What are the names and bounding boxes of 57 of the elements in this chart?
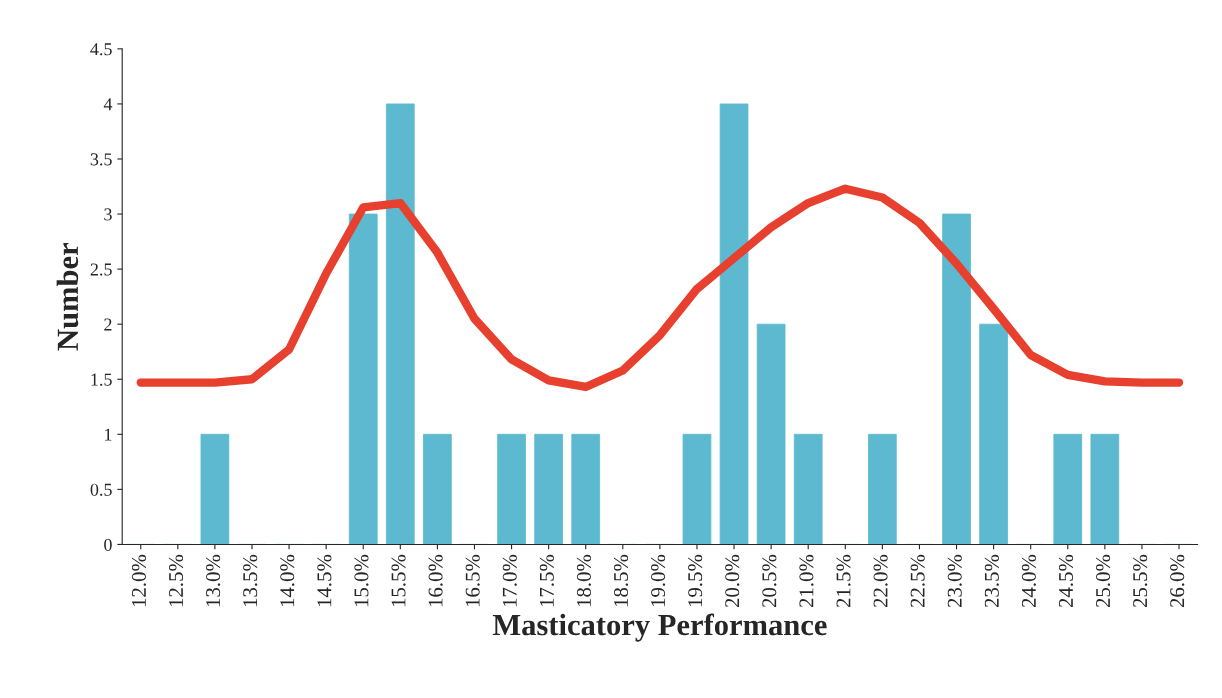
y-tick-label: 0.5	[90, 483, 112, 496]
y-tick-label: 1.5	[91, 373, 112, 386]
bar	[534, 433, 563, 545]
bar	[719, 103, 749, 545]
bar	[979, 323, 1008, 545]
x-tick-label: 26.0%	[1170, 554, 1185, 608]
x-tick-label: 14.5%	[317, 554, 332, 607]
x-tick-label: 24.5%	[1058, 554, 1074, 608]
y-tick-label: 4	[103, 98, 113, 111]
bar	[348, 213, 378, 545]
y-tick-label: 3.5	[90, 153, 112, 166]
x-tick-label: 24.0%	[1021, 554, 1036, 608]
x-tick-label: 23.0%	[947, 554, 962, 608]
x-tick-label: 12.5%	[168, 554, 184, 607]
y-tick-label: 4.5	[90, 43, 112, 56]
x-axis-title: Masticatory Performance	[492, 613, 827, 642]
x-tick-label: 18.0%	[576, 554, 592, 607]
x-tick-label: 25.0%	[1096, 554, 1111, 608]
x-tick-label: 21.5%	[836, 554, 851, 608]
bar	[1090, 433, 1120, 545]
x-tick-label: 17.0%	[502, 554, 517, 607]
x-tick-label: 25.5%	[1133, 554, 1148, 608]
y-tick-label: 0	[104, 538, 112, 551]
x-tick-label: 22.0%	[873, 554, 888, 608]
bar	[1053, 433, 1083, 545]
bar	[497, 433, 526, 545]
x-tick-label: 14.0%	[280, 554, 295, 607]
x-tick-label: 13.5%	[243, 554, 258, 607]
bar	[756, 323, 786, 545]
bar	[868, 433, 897, 545]
x-tick-label: 20.0%	[725, 554, 740, 608]
y-tick-label: 2	[104, 318, 112, 331]
x-tick-label: 13.0%	[206, 554, 221, 607]
x-tick-label: 12.0%	[131, 554, 147, 607]
bar	[200, 433, 230, 545]
y-tick-label: 3	[104, 208, 112, 221]
x-tick-label: 17.5%	[539, 554, 554, 607]
x-tick-label: 22.5%	[910, 554, 925, 608]
x-tick-label: 20.5%	[762, 554, 777, 608]
x-tick-label: 23.5%	[984, 554, 999, 608]
x-tick-label: 15.5%	[391, 554, 406, 607]
y-tick-label: 2.5	[90, 263, 112, 276]
bar	[682, 433, 712, 545]
x-tick-label: 19.0%	[651, 554, 666, 607]
x-tick-label: 15.0%	[354, 554, 369, 607]
bar	[942, 213, 971, 545]
x-tick-label: 19.5%	[688, 554, 703, 607]
bar	[571, 433, 601, 545]
y-tick-label: 1	[105, 428, 112, 441]
x-tick-label: 21.0%	[799, 554, 814, 608]
bar	[793, 433, 823, 545]
bar	[385, 103, 415, 545]
x-tick-label: 16.0%	[428, 554, 443, 607]
x-tick-label: 18.5%	[613, 554, 629, 607]
x-tick-label: 16.5%	[465, 554, 480, 607]
bar	[423, 433, 452, 545]
y-axis-title: Number	[56, 242, 79, 351]
